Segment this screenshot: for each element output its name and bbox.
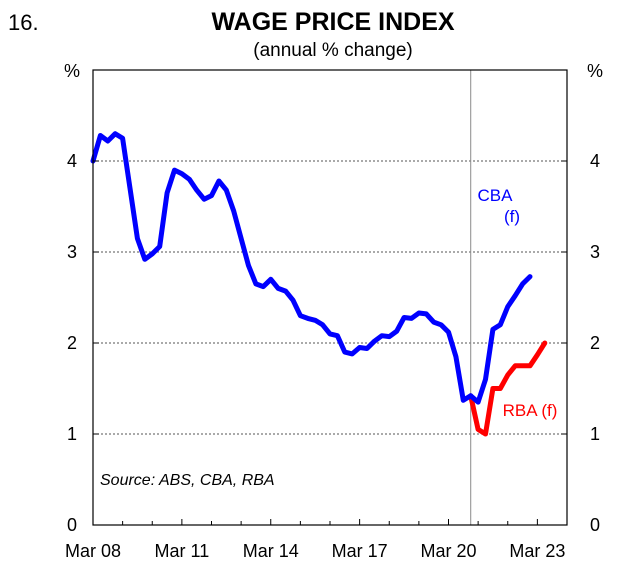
y-tick-label-left: 1 <box>67 424 77 444</box>
series-line-cba-f <box>468 274 533 405</box>
y-tick-label-left: 2 <box>67 333 77 353</box>
y-tick-label-right: 0 <box>590 515 600 535</box>
series-line-actual <box>90 131 474 403</box>
series-line-rba-f <box>468 340 548 437</box>
y-tick-labels-left: 0 1 2 3 4 <box>67 151 77 535</box>
x-tick-label: Mar 14 <box>243 541 299 561</box>
source-note: Source: ABS, CBA, RBA <box>100 472 275 489</box>
y-tick-label-left: 4 <box>67 151 77 171</box>
y-axis-unit-left: % <box>64 61 80 81</box>
x-tick-label: Mar 08 <box>65 541 121 561</box>
cba-forecast-label-line2: (f) <box>504 207 520 226</box>
y-tick-label-left: 3 <box>67 242 77 262</box>
y-tick-label-right: 4 <box>590 151 600 171</box>
gridlines <box>93 160 567 435</box>
axis-ticks <box>92 160 567 526</box>
chart-title: WAGE PRICE INDEX <box>211 8 454 36</box>
y-tick-label-right: 1 <box>590 424 600 444</box>
y-tick-label-left: 0 <box>67 515 77 535</box>
series-lines <box>90 131 548 437</box>
y-tick-labels-right: 0 1 2 3 4 <box>590 151 600 535</box>
x-tick-labels: Mar 08 Mar 11 Mar 14 Mar 17 Mar 20 Mar 23 <box>65 541 565 561</box>
rba-forecast-label: RBA (f) <box>503 401 558 420</box>
x-tick-label: Mar 17 <box>332 541 388 561</box>
chart-subtitle: (annual % change) <box>253 40 413 61</box>
y-tick-label-right: 3 <box>590 242 600 262</box>
plot-frame <box>92 69 568 526</box>
x-tick-label: Mar 20 <box>420 541 476 561</box>
cba-forecast-label-line1: CBA <box>478 186 514 205</box>
x-tick-label: Mar 23 <box>509 541 565 561</box>
y-axis-unit-right: % <box>587 61 603 81</box>
chart-number: 16. <box>8 10 39 35</box>
x-tick-label: Mar 11 <box>155 541 210 561</box>
y-tick-label-right: 2 <box>590 333 600 353</box>
